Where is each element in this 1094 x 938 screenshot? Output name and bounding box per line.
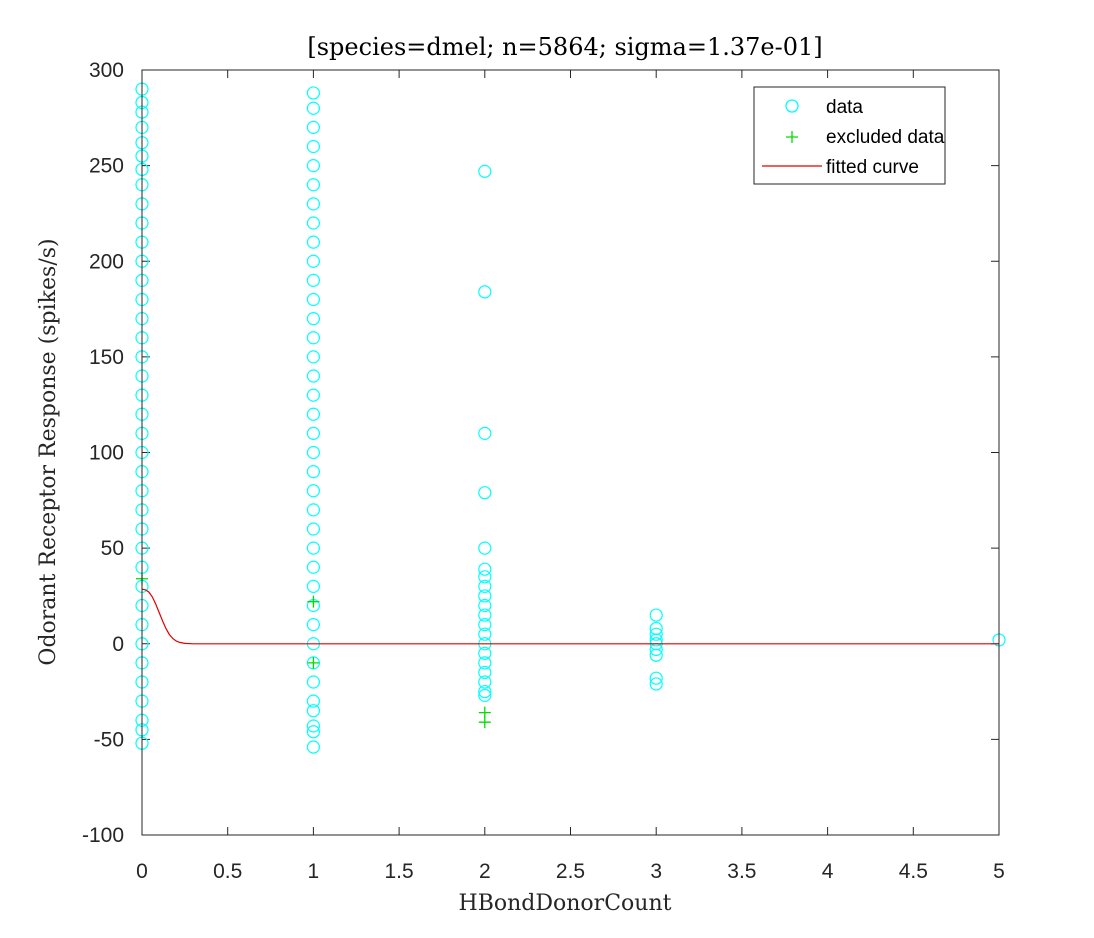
- data-point: [478, 627, 492, 641]
- data-point: [478, 598, 492, 613]
- data-point: [306, 426, 320, 440]
- y-tick-label: 250: [89, 155, 124, 178]
- data-point: [306, 618, 320, 632]
- data-point: [306, 740, 320, 754]
- x-tick-label: 2.5: [556, 860, 585, 883]
- data-point: [306, 273, 320, 287]
- data-point: [306, 579, 320, 593]
- x-tick-label: 1: [308, 860, 320, 883]
- data-point: [649, 627, 663, 641]
- data-point: [306, 159, 320, 173]
- y-tick-label: 100: [89, 442, 124, 465]
- data-point: [306, 312, 320, 326]
- data-point: [306, 139, 320, 154]
- legend-data-marker: [785, 99, 799, 113]
- x-tick-label: 4.5: [899, 860, 928, 883]
- x-tick-label: 3: [650, 860, 662, 883]
- data-point: [478, 426, 492, 440]
- legend-data-label: data: [826, 97, 863, 118]
- data-point: [306, 292, 320, 307]
- data-point: [478, 608, 492, 622]
- x-tick-label: 0.5: [213, 860, 242, 883]
- y-axis-label: Odorant Receptor Response (spikes/s): [36, 238, 61, 665]
- data-point: [306, 216, 320, 230]
- y-tick-label: -50: [94, 728, 124, 751]
- data-point: [478, 589, 492, 603]
- data-point: [306, 86, 320, 100]
- excluded-point: [478, 716, 491, 729]
- data-point: [478, 688, 492, 702]
- data-point: [306, 445, 320, 460]
- data-point: [478, 646, 492, 660]
- data-point: [649, 633, 663, 647]
- x-tick-label: 1.5: [384, 860, 413, 883]
- fitted-curve-line: [141, 588, 999, 645]
- x-tick-labels: 0 0.5 1 1.5 2 2.5 3 3.5 4 4.5 5: [136, 860, 1005, 883]
- data-point: [478, 164, 492, 178]
- data-point: [478, 684, 492, 699]
- data-point: [306, 235, 320, 249]
- data-point: [478, 570, 492, 584]
- x-tick-label: 3.5: [727, 860, 756, 883]
- excluded-point: [307, 656, 320, 669]
- data-point: [306, 407, 320, 421]
- data-point: [306, 388, 320, 402]
- data-point: [306, 503, 320, 517]
- data-point: [306, 719, 320, 733]
- x-tick-label: 4: [822, 860, 834, 883]
- y-tick-label: 50: [101, 537, 124, 560]
- data-point: [306, 484, 320, 498]
- data-point: [478, 285, 492, 299]
- plot-frame: [141, 69, 1000, 836]
- data-point: [478, 486, 492, 500]
- y-tick-label: 0: [112, 633, 124, 656]
- legend: data excluded data fitted curve: [753, 86, 946, 185]
- excluded-point: [307, 595, 320, 608]
- x-tick-label: 5: [993, 860, 1005, 883]
- data-point: [306, 101, 320, 115]
- data-point: [649, 677, 663, 691]
- data-point: [306, 704, 320, 718]
- legend-excluded-marker: [786, 131, 798, 143]
- data-point: [478, 579, 492, 593]
- data-point: [306, 694, 320, 708]
- data-point: [478, 541, 492, 555]
- data-point: [306, 331, 320, 345]
- data-point: [478, 656, 492, 670]
- data-point: [306, 675, 320, 689]
- y-tick-label: 150: [89, 346, 124, 369]
- data-point: [306, 541, 320, 555]
- y-tick-label: 300: [89, 59, 124, 82]
- y-tick-label: 200: [89, 250, 124, 273]
- data-point: [649, 648, 663, 662]
- data-point: [478, 675, 492, 689]
- x-axis-label: HBondDonorCount: [459, 891, 672, 916]
- series-layer: [135, 82, 1006, 754]
- data-point: [306, 560, 320, 574]
- x-tick-label: 0: [136, 860, 148, 883]
- data-point: [306, 178, 320, 192]
- data-point: [478, 618, 492, 632]
- data-point: [649, 671, 663, 685]
- data-point: [649, 608, 663, 622]
- plot-area: [142, 70, 999, 835]
- data-point: [306, 725, 320, 739]
- legend-curve-label: fitted curve: [826, 157, 919, 178]
- x-tick-label: 2: [479, 860, 491, 883]
- data-point: [306, 120, 320, 134]
- legend-box: [753, 86, 946, 185]
- data-point: [306, 350, 320, 364]
- data-point: [478, 562, 492, 576]
- data-point: [306, 465, 320, 479]
- legend-excluded-label: excluded data: [826, 127, 945, 148]
- y-tick-label: -100: [82, 824, 124, 847]
- data-point: [478, 665, 492, 680]
- data-point: [306, 254, 320, 268]
- chart-title: [species=dmel; n=5864; sigma=1.37e-01]: [307, 33, 822, 61]
- data-point: [306, 369, 320, 383]
- data-point: [306, 522, 320, 536]
- data-point: [306, 197, 320, 211]
- y-tick-labels: 300 250 200 150 100 50 0 -50 -100: [82, 59, 124, 847]
